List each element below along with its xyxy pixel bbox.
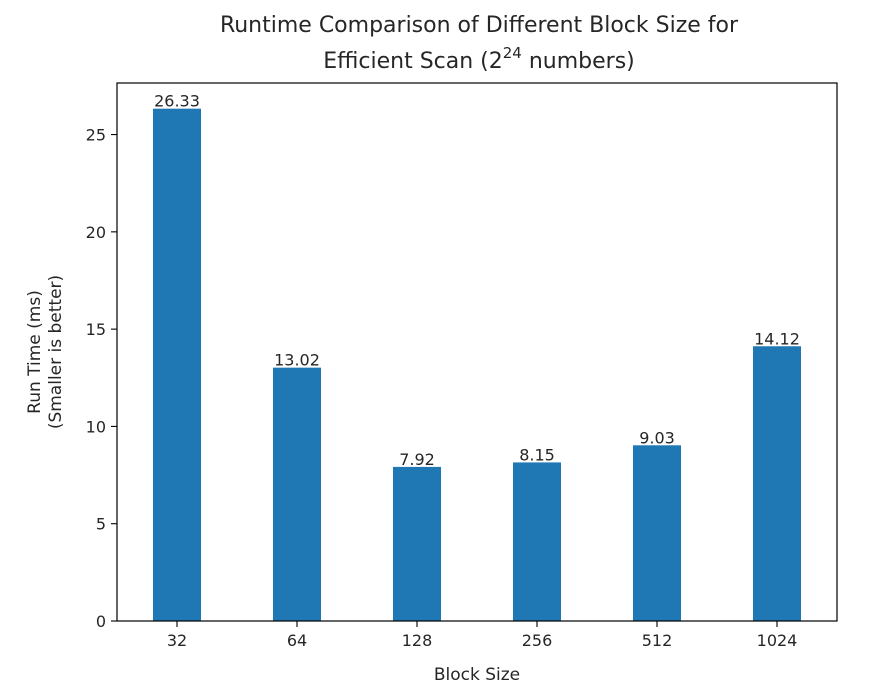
y-axis-label-line1: Run Time (ms): [25, 290, 45, 414]
y-tick-label-5: 5: [96, 515, 106, 534]
data-label-256: 8.15: [519, 445, 555, 464]
bar-256: [513, 462, 561, 621]
chart-title-suffix: numbers): [522, 49, 635, 74]
x-ticks-group: 32 64 128 256 512 1024: [167, 621, 798, 650]
x-tick-label-256: 256: [522, 631, 553, 650]
x-tick-label-512: 512: [642, 631, 673, 650]
bar-32: [153, 108, 201, 622]
chart-title-prefix: Efficient Scan (2: [323, 49, 503, 74]
y-tick-label-0: 0: [96, 612, 106, 631]
chart-title-superscript: 24: [503, 44, 522, 62]
x-axis-label: Block Size: [434, 665, 520, 685]
data-label-32: 26.33: [154, 92, 200, 111]
data-label-64: 13.02: [274, 351, 320, 370]
x-tick-label-32: 32: [167, 631, 187, 650]
chart-title-line2: Efficient Scan (224 numbers): [323, 44, 635, 74]
bar-512: [633, 445, 681, 621]
data-label-128: 7.92: [399, 450, 435, 469]
y-ticks-group: 0 5 10 15 20 25: [86, 126, 117, 631]
data-labels-group: 26.33 13.02 7.92 8.15 9.03 14.12: [154, 92, 800, 469]
x-tick-label-64: 64: [287, 631, 307, 650]
y-axis-label-line2: (Smaller is better): [46, 275, 66, 429]
bar-64: [273, 367, 321, 621]
y-tick-label-15: 15: [86, 320, 106, 339]
bars-group: [153, 108, 801, 622]
y-tick-label-10: 10: [86, 417, 106, 436]
y-tick-label-25: 25: [86, 126, 106, 145]
bar-1024: [753, 346, 801, 621]
data-label-512: 9.03: [639, 428, 675, 447]
bar-128: [393, 466, 441, 621]
x-tick-label-128: 128: [402, 631, 433, 650]
x-tick-label-1024: 1024: [757, 631, 798, 650]
chart-title-line1: Runtime Comparison of Different Block Si…: [220, 13, 739, 38]
y-tick-label-20: 20: [86, 223, 106, 242]
plot-frame: [116, 82, 838, 622]
data-label-1024: 14.12: [754, 329, 800, 348]
